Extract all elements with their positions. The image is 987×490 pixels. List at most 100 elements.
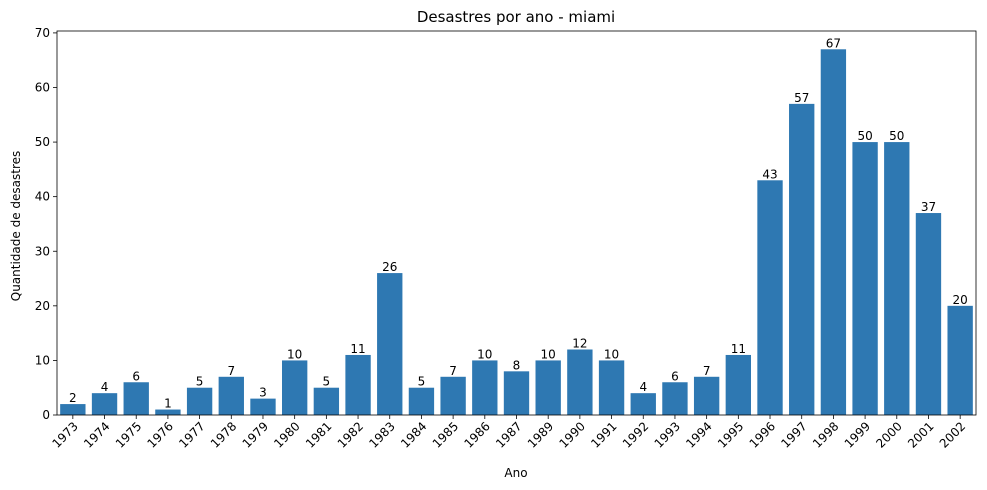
bar-1975 (123, 382, 149, 415)
x-tick-label-1987: 1987 (493, 419, 524, 450)
bar-1981 (313, 387, 340, 415)
x-tick-label-1984: 1984 (398, 419, 429, 450)
data-label-1992: 4 (639, 380, 647, 394)
data-label-1982: 11 (350, 342, 365, 356)
bar-1989 (535, 360, 561, 415)
x-tick-label-2001: 2001 (905, 419, 936, 450)
bar-1982 (345, 354, 371, 415)
data-label-1985: 7 (449, 364, 457, 378)
bar-1979 (250, 398, 276, 415)
x-tick-label-1979: 1979 (240, 419, 271, 450)
y-tick-label-50: 50 (35, 135, 50, 149)
y-tick-label-60: 60 (35, 80, 50, 94)
y-tick-label-70: 70 (35, 26, 50, 40)
x-tick-label-1994: 1994 (683, 419, 714, 450)
data-label-1989: 10 (541, 347, 556, 361)
x-tick-label-2002: 2002 (937, 419, 968, 450)
data-label-1974: 4 (101, 380, 109, 394)
x-tick-label-1989: 1989 (525, 419, 556, 450)
bar-1992 (630, 393, 656, 415)
bar-1990 (567, 349, 593, 415)
data-label-1981: 5 (323, 375, 331, 389)
data-label-1996: 43 (762, 167, 777, 181)
data-label-1980: 10 (287, 347, 302, 361)
y-tick-label-10: 10 (35, 353, 50, 367)
x-tick-label-1997: 1997 (778, 419, 809, 450)
bar-2002 (947, 305, 973, 415)
x-tick-label-1993: 1993 (652, 419, 683, 450)
bar-1996 (757, 180, 783, 415)
data-label-1978: 7 (227, 364, 235, 378)
data-label-1993: 6 (671, 369, 679, 383)
y-tick-label-0: 0 (42, 408, 50, 422)
x-tick-label-1975: 1975 (113, 419, 144, 450)
data-label-1976: 1 (164, 397, 172, 411)
x-tick-label-1973: 1973 (49, 419, 80, 450)
data-label-1995: 11 (731, 342, 746, 356)
x-tick-label-1976: 1976 (145, 419, 176, 450)
data-label-1986: 10 (477, 347, 492, 361)
bar-1974 (91, 393, 118, 415)
y-axis-label: Quantidade de desastres (9, 151, 23, 302)
bar-1984 (408, 387, 435, 415)
data-label-1999: 50 (857, 129, 872, 143)
data-label-1994: 7 (703, 364, 711, 378)
bar-1994 (693, 376, 720, 415)
bar-1998 (820, 49, 847, 415)
x-tick-label-1990: 1990 (557, 419, 588, 450)
data-label-1991: 10 (604, 347, 619, 361)
bar-1976 (155, 409, 181, 415)
x-tick-label-1981: 1981 (303, 419, 334, 450)
plot-frame (56, 30, 977, 416)
data-label-1990: 12 (572, 337, 587, 351)
data-label-1984: 5 (418, 375, 426, 389)
bar-1987 (503, 371, 530, 415)
x-tick-label-1985: 1985 (430, 419, 461, 450)
y-tick-label-30: 30 (35, 244, 50, 258)
y-tick-label-40: 40 (35, 190, 50, 204)
x-tick-label-1978: 1978 (208, 419, 239, 450)
x-tick-label-1980: 1980 (271, 419, 302, 450)
x-tick-label-1995: 1995 (715, 419, 746, 450)
data-label-1973: 2 (69, 391, 77, 405)
x-tick-label-1983: 1983 (366, 419, 397, 450)
data-label-1997: 57 (794, 91, 809, 105)
y-tick-label-20: 20 (35, 299, 50, 313)
bar-1986 (472, 360, 498, 415)
data-label-1977: 5 (196, 375, 204, 389)
bar-1995 (725, 354, 751, 415)
bar-1978 (218, 376, 244, 415)
data-label-2001: 37 (921, 200, 936, 214)
data-label-1998: 67 (826, 36, 841, 50)
data-label-2002: 20 (953, 293, 968, 307)
x-tick-label-1991: 1991 (588, 419, 619, 450)
x-tick-label-1986: 1986 (461, 419, 492, 450)
data-label-1975: 6 (132, 369, 140, 383)
data-label-1987: 8 (513, 358, 521, 372)
bar-2000 (884, 142, 910, 415)
data-label-1983: 26 (382, 260, 397, 274)
x-tick-label-2000: 2000 (873, 419, 904, 450)
bar-1977 (186, 387, 213, 415)
x-tick-label-1992: 1992 (620, 419, 651, 450)
bar-1999 (852, 142, 878, 415)
bar-1991 (598, 360, 625, 415)
bar-1993 (662, 382, 688, 415)
x-tick-label-1982: 1982 (335, 419, 366, 450)
x-axis-label: Ano (504, 466, 527, 480)
data-label-1979: 3 (259, 386, 267, 400)
bar-1983 (377, 273, 403, 415)
x-tick-label-1999: 1999 (842, 419, 873, 450)
bar-1985 (440, 376, 466, 415)
x-tick-label-1998: 1998 (810, 419, 841, 450)
x-tick-label-1974: 1974 (81, 419, 112, 450)
chart-title: Desastres por ano - miami (417, 8, 615, 26)
bar-1980 (282, 360, 308, 415)
x-tick-label-1996: 1996 (747, 419, 778, 450)
bar-2001 (915, 213, 942, 415)
data-label-2000: 50 (889, 129, 904, 143)
x-tick-label-1977: 1977 (176, 419, 207, 450)
bar-1997 (789, 103, 815, 416)
